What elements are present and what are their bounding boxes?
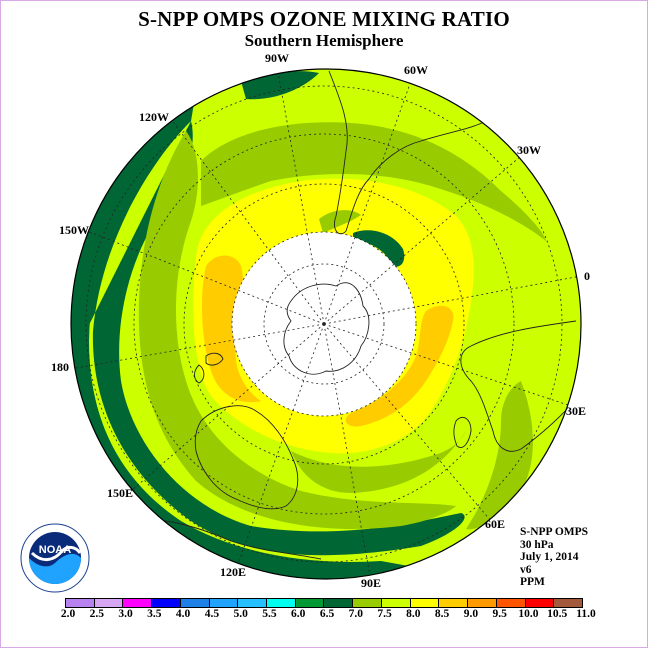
- colorbar-swatch: [238, 599, 268, 607]
- contour-7-0-west: [138, 131, 456, 529]
- colorbar-tick-label: 5.0: [233, 608, 248, 620]
- lon-label-180: 180: [51, 360, 69, 374]
- colorbar-tick-label: 2.5: [89, 608, 104, 620]
- map-subtitle: Southern Hemisphere: [244, 31, 404, 50]
- coast-madagascar: [453, 417, 472, 448]
- colorbar-swatch: [496, 599, 526, 607]
- colorbar-tick-label: 10.5: [547, 608, 568, 620]
- colorbar-tick-label: 6.0: [291, 608, 306, 620]
- colorbar-tick-label: 4.0: [175, 608, 191, 620]
- colorbar-swatch: [209, 599, 239, 607]
- map-title: S-NPP OMPS OZONE MIXING RATIO: [138, 7, 510, 31]
- lon-label-30w: 30W: [517, 143, 541, 157]
- coast-south-america: [328, 70, 502, 235]
- lon-label-90e: 90E: [361, 576, 381, 590]
- info-units: PPM: [520, 576, 545, 588]
- colorbar-swatch: [439, 599, 469, 607]
- colorbar-tick-label: 10.0: [518, 608, 539, 620]
- colorbar-swatch: [353, 599, 382, 607]
- coast-new-zealand: [194, 352, 224, 384]
- colorbar-swatch: [180, 599, 210, 607]
- colorbar-swatch: [94, 599, 124, 607]
- colorbar-swatch: [554, 599, 582, 607]
- colorbar-tick-label: 4.5: [204, 608, 220, 620]
- lon-label-150w: 150W: [59, 223, 89, 237]
- lon-label-90w: 90W: [265, 51, 289, 65]
- lon-label-120e: 120E: [220, 565, 246, 579]
- coast-africa: [460, 320, 580, 452]
- colorbar-tick-label: 9.5: [492, 608, 507, 620]
- contour-6-5-peninsula: [353, 230, 405, 267]
- coast-antarctica: [283, 282, 370, 375]
- colorbar-tick-label: 3.5: [147, 608, 162, 620]
- colorbar-tick-label: 3.0: [118, 608, 133, 620]
- colorbar-tick-label: 9.0: [463, 608, 479, 620]
- colorbar-swatch: [267, 599, 296, 607]
- lon-label-60w: 60W: [404, 63, 428, 77]
- contour-8-5-east: [345, 305, 454, 427]
- colorbar-swatch: [468, 599, 497, 607]
- colorbar-tick-label: 6.5: [319, 608, 335, 620]
- colorbar-tick-label: 7.5: [377, 608, 392, 620]
- lon-label-60e: 60E: [485, 517, 505, 531]
- colorbar-swatch: [381, 599, 411, 607]
- colorbar-tick-label: 8.5: [434, 608, 450, 620]
- info-version: v6: [520, 563, 532, 576]
- colorbar-tick-label: 7.0: [348, 608, 363, 620]
- lon-label-120w: 120W: [139, 110, 169, 124]
- colorbar-swatch: [295, 599, 325, 607]
- colorbar-swatch: [123, 599, 153, 607]
- colorbar-swatch: [410, 599, 440, 607]
- coast-australia: [194, 405, 299, 510]
- lon-label-150e: 150E: [107, 486, 133, 500]
- noaa-logo: NOAA: [20, 523, 90, 593]
- ozone-field: [71, 69, 581, 579]
- info-product: S-NPP OMPS: [520, 526, 589, 538]
- info-date: July 1, 2014: [520, 551, 579, 563]
- contour-7-0-east: [466, 381, 533, 530]
- colorbar-tick-label: 8.0: [406, 608, 421, 620]
- colorbar-tick-label: 5.5: [262, 608, 277, 620]
- longitude-labels: 90W 60W 30W 0 30E 60E 90E 120E 150E 180 …: [51, 51, 590, 590]
- contour-7-0-north: [201, 122, 546, 241]
- colorbar-swatch: [525, 599, 555, 607]
- colorbar-tick-label: 2.0: [60, 608, 76, 620]
- contour-8-5-west: [201, 255, 261, 403]
- graticule: [71, 69, 581, 579]
- svg-text:NOAA: NOAA: [39, 544, 71, 556]
- colorbar-labels: 2.0 2.5 3.0 3.5 4.0 4.5 5.0 5.5 6.0 6.5 7.0 7.5 8.0 8…: [1, 608, 647, 624]
- lon-label-0: 0: [584, 269, 590, 283]
- colorbar-swatch: [66, 599, 95, 607]
- map-boundary: [70, 68, 582, 580]
- info-level: 30 hPa: [520, 538, 554, 551]
- lon-label-30e: 30E: [566, 404, 586, 418]
- colorbar: [65, 598, 583, 608]
- colorbar-tick-label: 11.0: [576, 608, 596, 620]
- info-box: S-NPP OMPS 30 hPa July 1, 2014 v6 PPM: [520, 526, 588, 589]
- contour-7-0-south: [291, 431, 466, 493]
- colorbar-swatch: [152, 599, 181, 607]
- colorbar-swatch: [324, 599, 354, 607]
